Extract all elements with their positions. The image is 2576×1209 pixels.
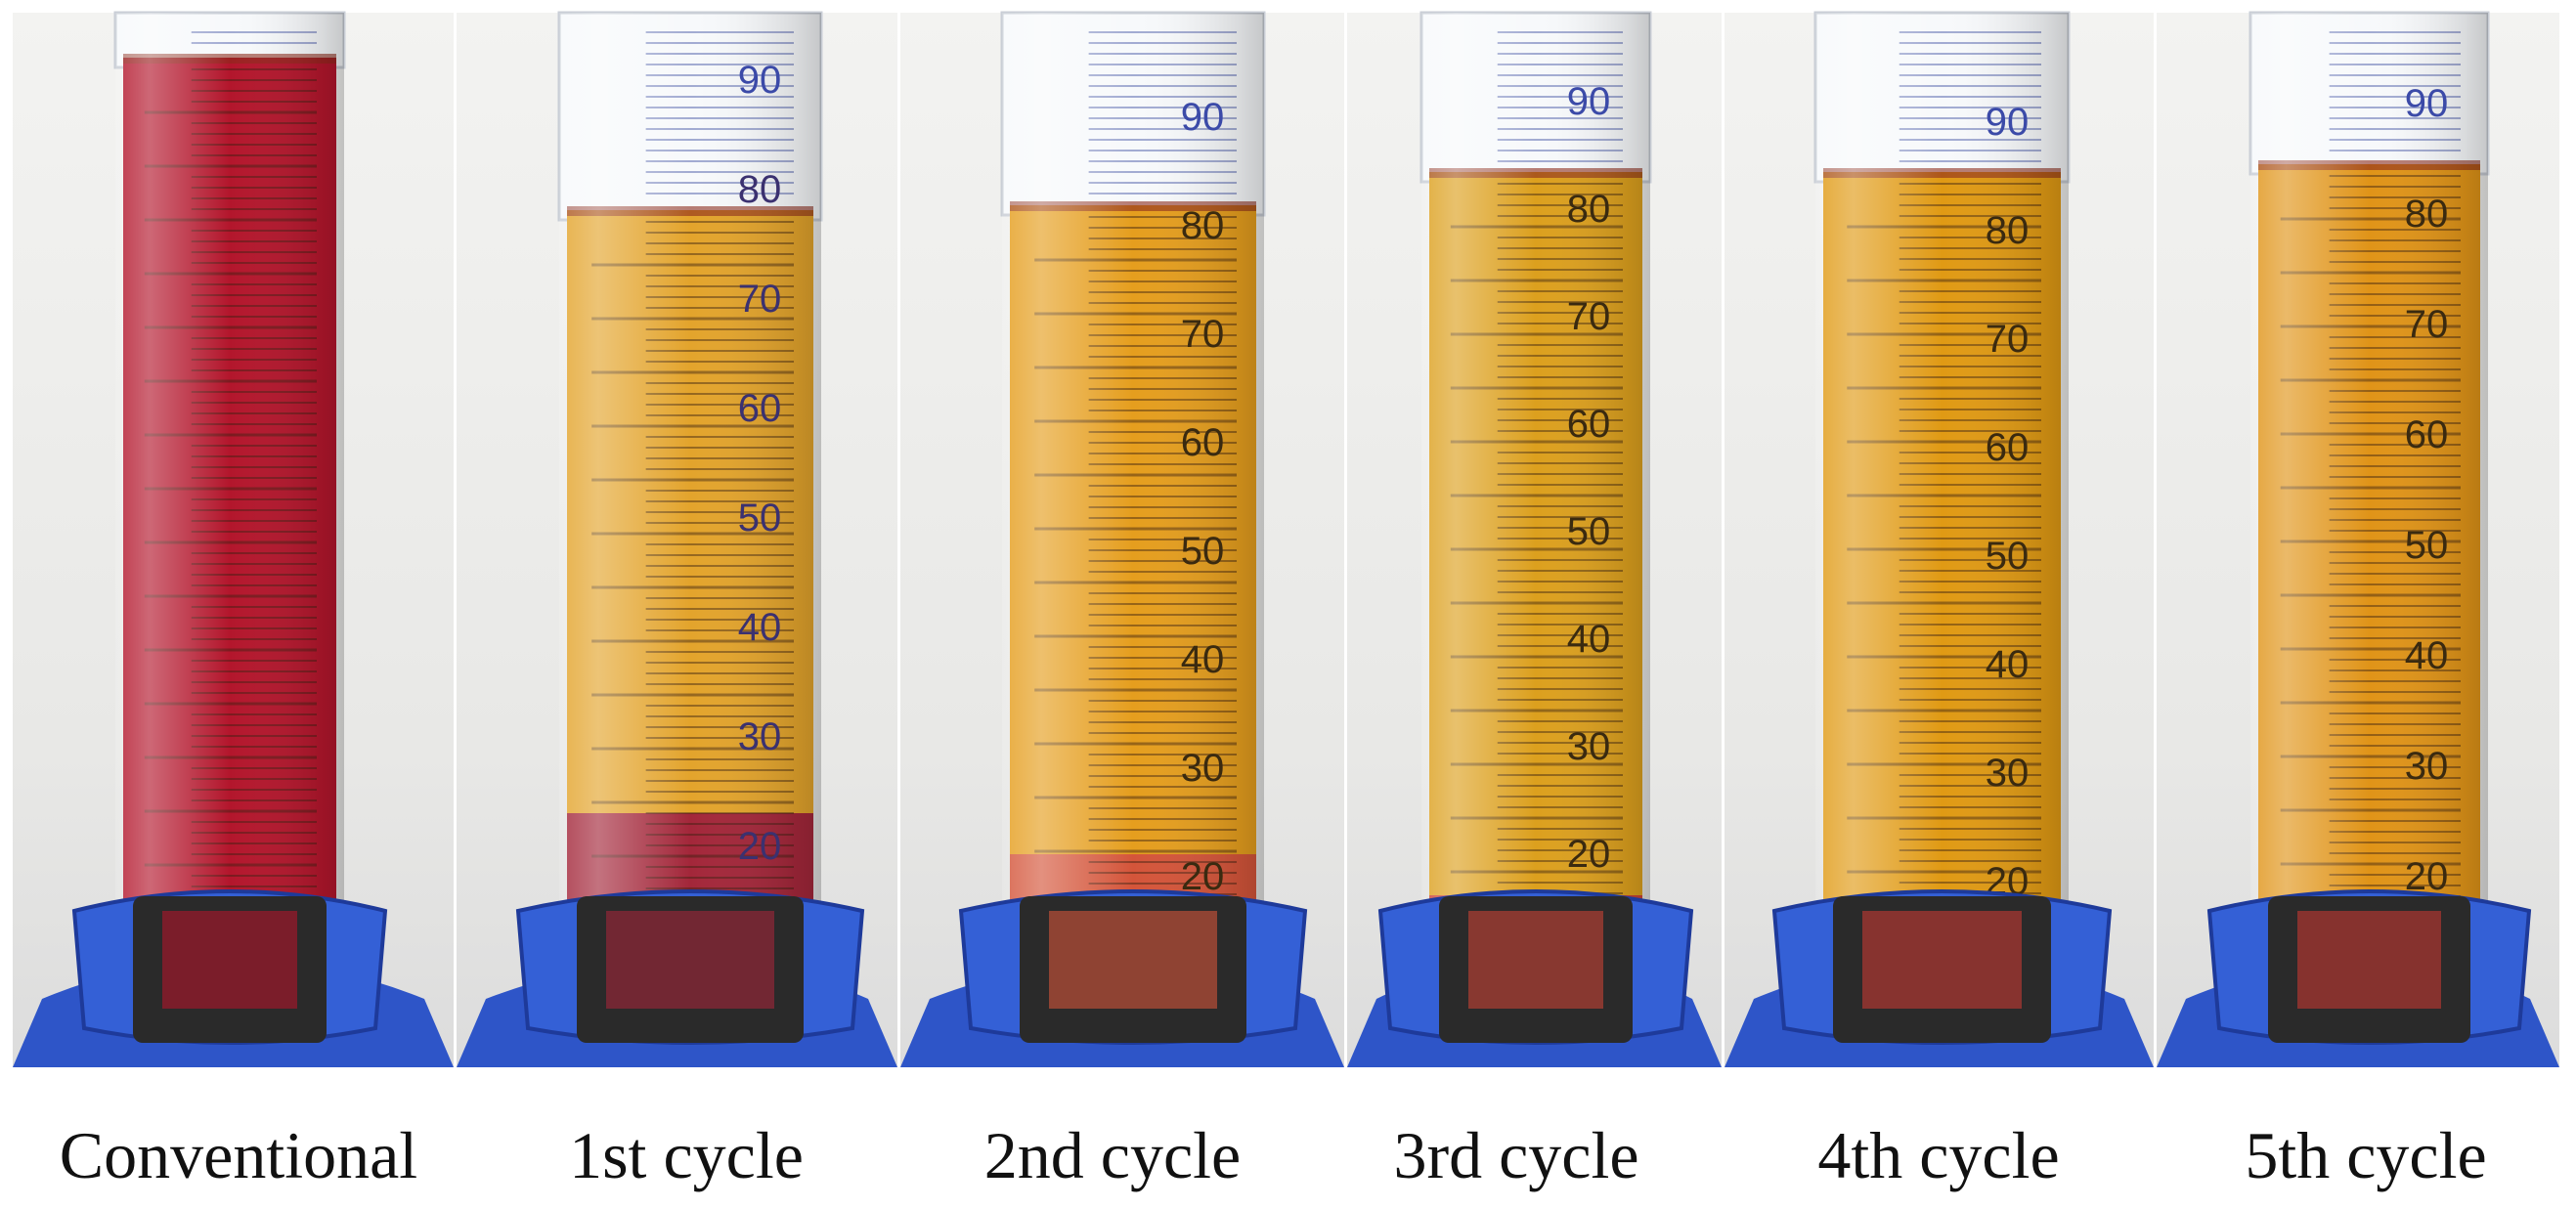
cylinder-photo: 90 80 70 60 50 40 30 20 [1347,11,1722,1067]
cylinder-photo [13,11,454,1067]
graduation-label: 40 [1986,643,2030,686]
graduation-label: 30 [1567,725,1611,768]
graduation-label: 30 [1181,747,1225,790]
graduation-label: 70 [1986,318,2030,361]
socket-liquid [606,911,774,1009]
socket-liquid [1049,911,1217,1009]
caption: 3rd cycle [1393,1118,1638,1192]
caption: 5th cycle [2245,1118,2486,1192]
graduation-label: 90 [2405,82,2449,125]
cylinder-photo: 90 80 70 60 50 40 30 20 [900,11,1344,1067]
graduation-label: 20 [1181,855,1225,898]
caption: 4th cycle [1817,1118,2059,1192]
graduation-label: 30 [738,715,782,758]
graduation-label: 80 [2405,193,2449,236]
graduation-label: 60 [738,387,782,430]
glass-shine [1815,13,2069,1018]
graduation-label: 50 [738,497,782,540]
graduation-label: 60 [1986,426,2030,469]
graduation-label: 40 [2405,634,2449,677]
graduation-label: 70 [1181,313,1225,356]
cylinder-photo: 908070605040302010 [457,11,897,1067]
graduation-label: 40 [1567,618,1611,661]
glass-shine [559,13,821,1018]
graduation-label: 50 [1181,530,1225,573]
graduation-label: 20 [1567,833,1611,876]
graduation-label: 60 [1567,403,1611,446]
graduation-label: 90 [1986,101,2030,144]
graduation-label: 70 [2405,303,2449,346]
graduation-label: 80 [1986,209,2030,252]
graduation-label: 90 [1181,96,1225,139]
graduation-label: 30 [1986,752,2030,795]
graduation-label: 90 [738,59,782,102]
glass-shine [1421,13,1650,1018]
graduation-label: 50 [1567,510,1611,553]
graduation-label: 90 [1567,80,1611,123]
glass-shine [1002,13,1264,1018]
glass-shine [115,13,344,1018]
graduation-label: 70 [738,278,782,321]
graduation-label: 30 [2405,745,2449,788]
glass-shine [2250,13,2488,1018]
caption: 1st cycle [569,1118,804,1192]
graduation-label: 60 [2405,413,2449,456]
socket-liquid [1468,911,1603,1009]
graduation-label: 50 [1986,535,2030,578]
graduation-label: 80 [738,168,782,211]
socket-liquid [1862,911,2022,1009]
graduation-label: 40 [738,606,782,649]
socket-liquid [2297,911,2441,1009]
graduation-label: 80 [1567,188,1611,231]
graduation-label: 60 [1181,421,1225,464]
graduation-label: 80 [1181,204,1225,247]
caption: 2nd cycle [984,1118,1241,1192]
graduation-label: 20 [738,825,782,868]
graduation-label: 50 [2405,524,2449,567]
graduation-label: 40 [1181,638,1225,681]
caption: Conventional [60,1118,417,1192]
socket-liquid [162,911,297,1009]
graduation-label: 70 [1567,295,1611,338]
